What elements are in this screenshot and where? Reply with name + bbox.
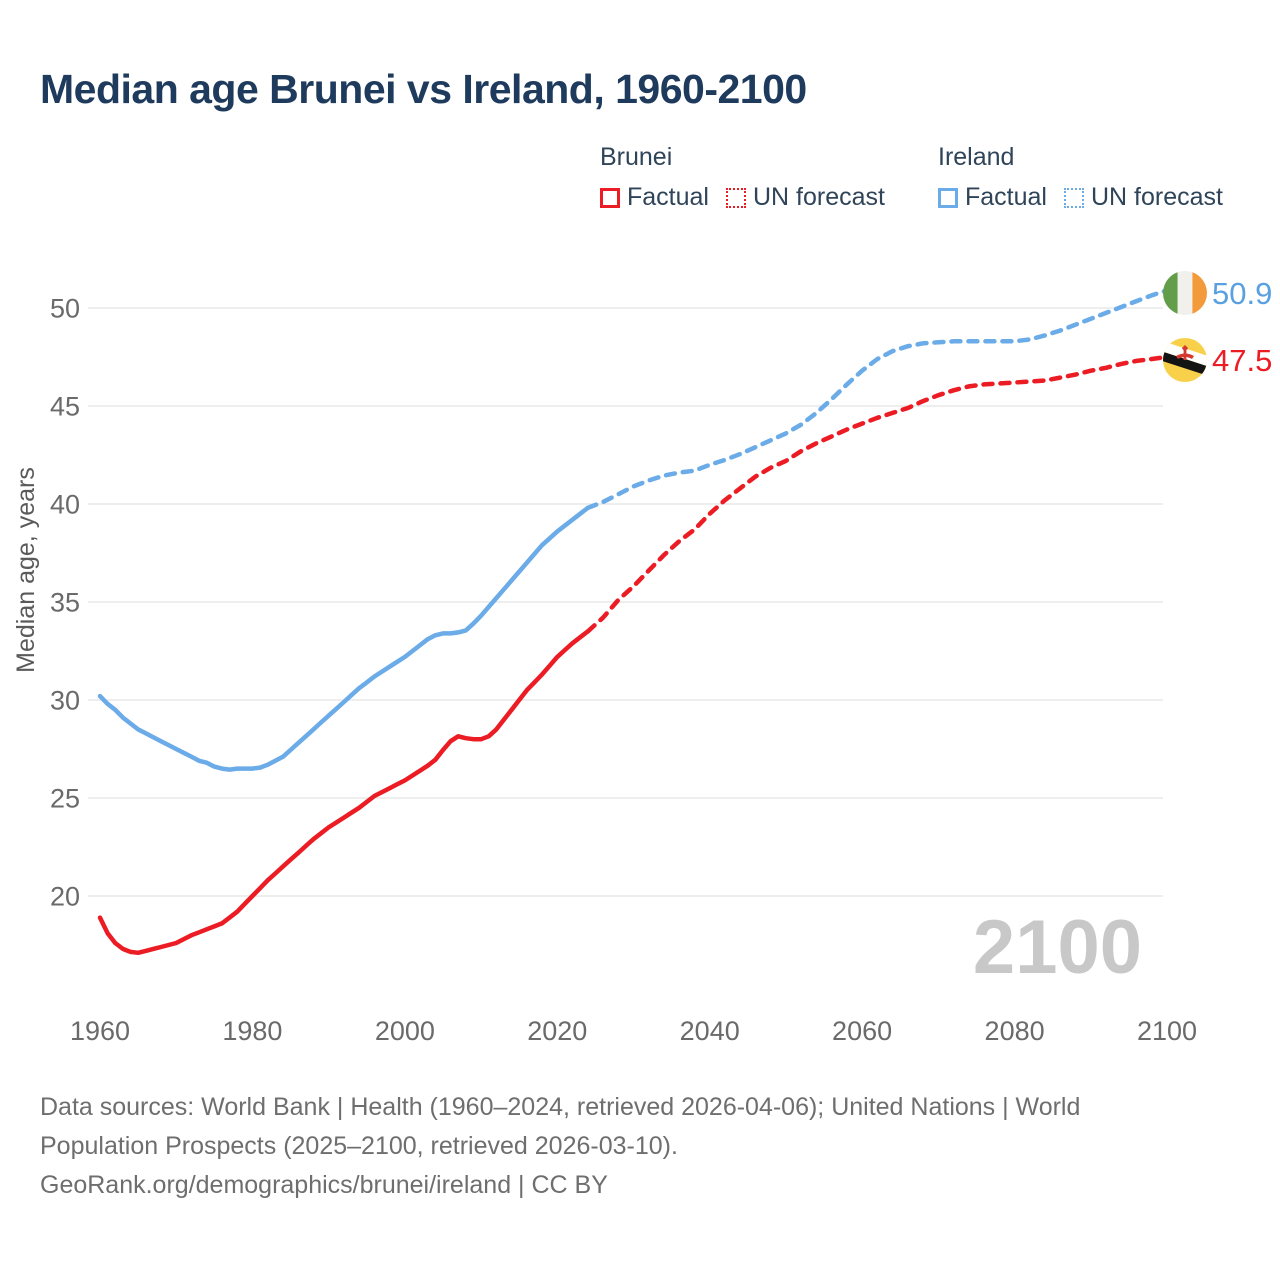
- ireland-factual-label: Factual: [965, 183, 1047, 211]
- series-path-brunei-un-forecast: [585, 354, 1170, 634]
- brunei-end-value: 47.5: [1212, 343, 1272, 378]
- y-tick-label-45: 45: [50, 392, 80, 422]
- watermark-year: 2100: [973, 905, 1142, 990]
- gridlines: [88, 307, 1163, 897]
- ireland-factual-swatch-icon: [938, 187, 958, 208]
- legend-brunei-header: Brunei: [600, 143, 673, 171]
- series-path-ireland-factual: [97, 505, 591, 772]
- brunei-flag-icon: [1163, 338, 1207, 382]
- ireland-forecast-label: UN forecast: [1090, 183, 1223, 211]
- ireland-forecast-swatch-icon: [1063, 187, 1084, 208]
- series-path-brunei-factual: [97, 629, 591, 956]
- x-tick-label-1960: 1960: [70, 1016, 130, 1046]
- series-path-ireland-un-forecast: [585, 288, 1170, 511]
- x-tick-label-2020: 2020: [527, 1016, 587, 1046]
- y-tick-label-35: 35: [50, 588, 80, 618]
- brunei-factual-swatch-icon: [600, 187, 620, 208]
- legend-group-brunei: Brunei Factual UN forecast: [600, 143, 885, 212]
- x-tick-label-2000: 2000: [375, 1016, 435, 1046]
- data-series: [97, 288, 1170, 956]
- footer: Data sources: World Bank | Health (1960–…: [40, 1088, 1148, 1205]
- y-axis-title: Median age, years: [12, 467, 40, 673]
- legend-group-ireland: Ireland Factual UN forecast: [938, 143, 1223, 212]
- x-tick-label-2040: 2040: [680, 1016, 740, 1046]
- y-tick-label-25: 25: [50, 784, 80, 814]
- y-tick-label-20: 20: [50, 882, 80, 912]
- axis-tick-labels: 20 25 30 35 40 45 50 1960 1980 2000 2020 2040 2060 20…: [50, 294, 1197, 1047]
- y-tick-label-30: 30: [50, 686, 80, 716]
- y-tick-label-50: 50: [50, 294, 80, 324]
- brunei-factual-label: Factual: [627, 183, 709, 211]
- x-tick-label-1980: 1980: [222, 1016, 282, 1046]
- brunei-forecast-label: UN forecast: [752, 183, 885, 211]
- ireland-end-value: 50.9: [1212, 276, 1272, 311]
- y-tick-label-40: 40: [50, 490, 80, 520]
- x-tick-label-2100: 2100: [1137, 1016, 1197, 1046]
- attribution-text: GeoRank.org/demographics/brunei/ireland …: [40, 1171, 608, 1199]
- page-title: Median age Brunei vs Ireland, 1960-2100: [40, 66, 807, 112]
- legend-ireland-header: Ireland: [938, 143, 1015, 171]
- ireland-flag-icon: [1163, 271, 1207, 315]
- x-tick-label-2060: 2060: [832, 1016, 892, 1046]
- x-tick-label-2080: 2080: [985, 1016, 1045, 1046]
- data-sources-text: Data sources: World Bank | Health (1960–…: [40, 1093, 1081, 1160]
- brunei-forecast-swatch-icon: [725, 187, 746, 208]
